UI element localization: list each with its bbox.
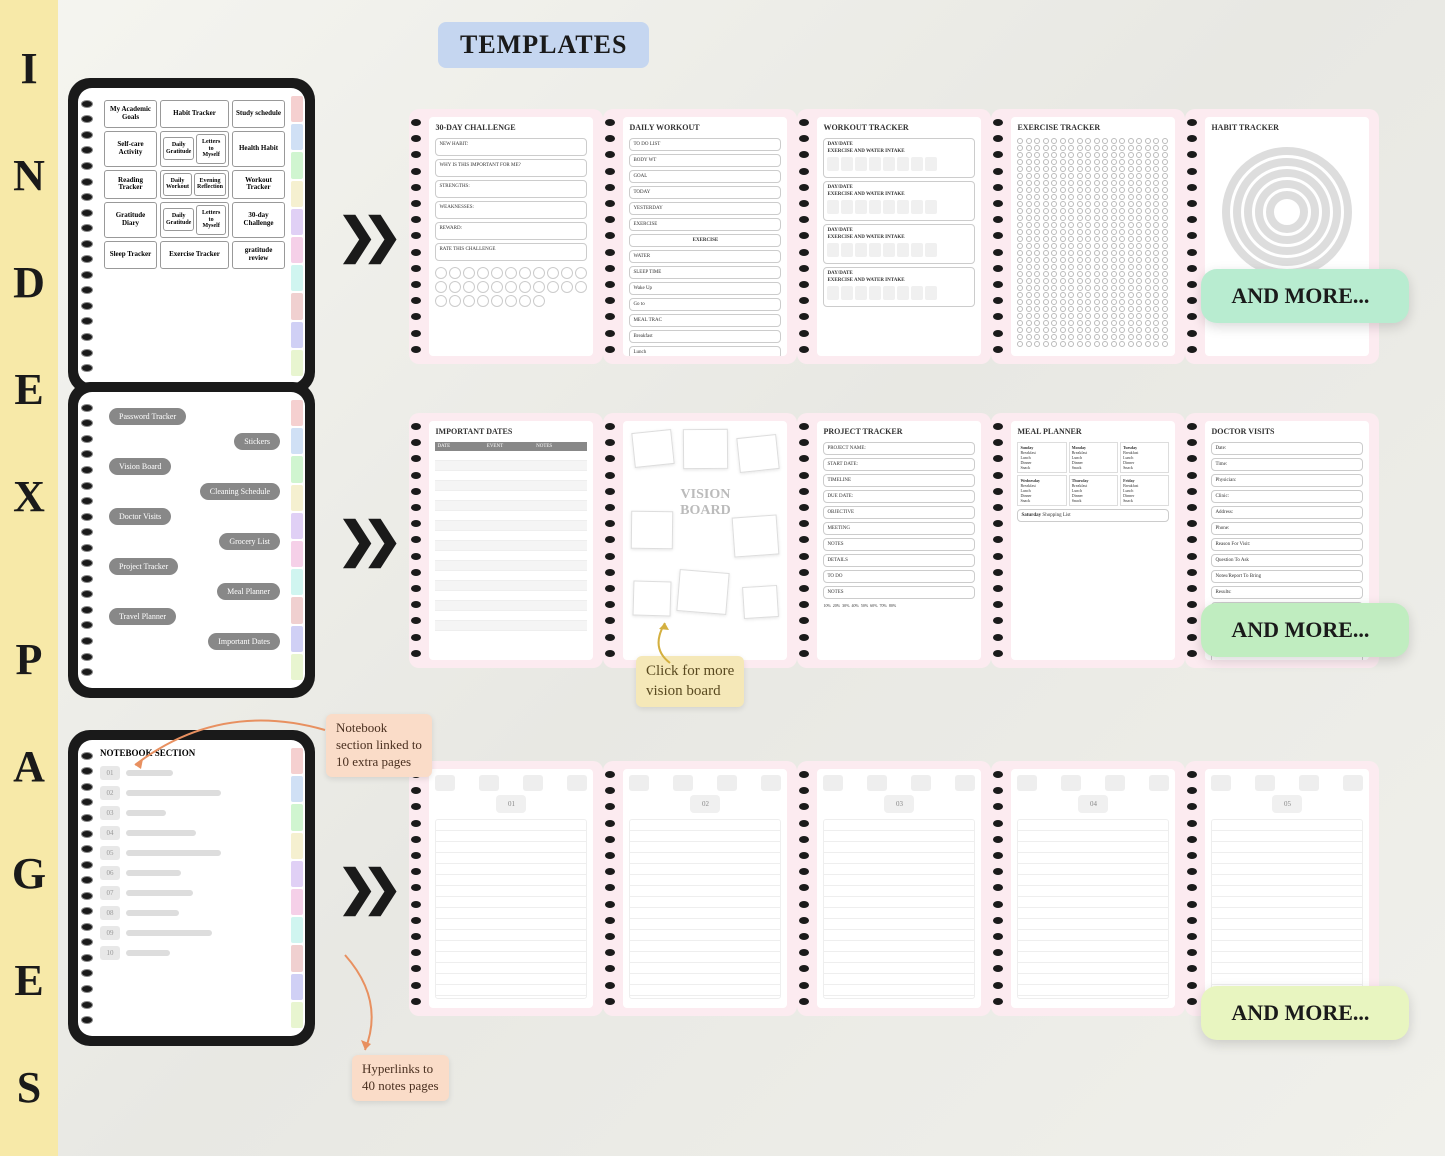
thumbnails-row-2: IMPORTANT DATESDATEEVENTNOTESVISIONBOARD… xyxy=(409,413,1379,668)
puzzle-piece[interactable]: My Academic Goals xyxy=(104,100,157,128)
note-row[interactable]: 07 xyxy=(100,886,289,900)
puzzle-piece[interactable]: Self-care Activity xyxy=(104,131,157,167)
template-thumb[interactable]: 03 xyxy=(797,761,991,1016)
templates-badge: TEMPLATES xyxy=(438,22,649,68)
list-pill[interactable]: Stickers xyxy=(234,433,280,450)
note-row[interactable]: 10 xyxy=(100,946,289,960)
template-thumb[interactable]: HABIT TRACKER xyxy=(1185,109,1379,364)
template-thumb[interactable]: 01 xyxy=(409,761,603,1016)
thumbnails-row-1: 30-DAY CHALLENGENEW HABIT:WHY IS THIS IM… xyxy=(409,109,1379,364)
puzzle-piece[interactable]: gratitude review xyxy=(232,241,285,269)
thumbnails-row-3: 0102030405AND MORE... xyxy=(409,761,1379,1016)
list-pill[interactable]: Vision Board xyxy=(109,458,171,475)
notebook-section-title: NOTEBOOK SECTION xyxy=(100,748,289,758)
puzzle-piece[interactable]: Exercise Tracker xyxy=(160,241,229,269)
note-row[interactable]: 05 xyxy=(100,846,289,860)
callout-notebook: Notebooksection linked to10 extra pages xyxy=(326,714,432,777)
and-more-badge: AND MORE... xyxy=(1201,986,1409,1040)
puzzle-piece[interactable]: Study schedule xyxy=(232,100,285,128)
puzzle-piece[interactable]: Gratitude Diary xyxy=(104,202,157,238)
spiral-binding xyxy=(81,748,95,1028)
template-thumb[interactable]: PROJECT TRACKERPROJECT NAME:START DATE:T… xyxy=(797,413,991,668)
puzzle-piece[interactable]: Workout Tracker xyxy=(232,170,285,199)
puzzle-index: My Academic GoalsHabit TrackerStudy sche… xyxy=(100,96,289,273)
list-pill[interactable]: Password Tracker xyxy=(109,408,186,425)
note-row[interactable]: 09 xyxy=(100,926,289,940)
and-more-badge: AND MORE... xyxy=(1201,603,1409,657)
list-index: Password Tracker Stickers Vision Board Clea… xyxy=(100,400,289,658)
template-thumb[interactable]: 04 xyxy=(991,761,1185,1016)
note-row[interactable]: 02 xyxy=(100,786,289,800)
puzzle-piece[interactable]: Health Habit xyxy=(232,131,285,167)
puzzle-piece[interactable]: Sleep Tracker xyxy=(104,241,157,269)
note-row[interactable]: 01 xyxy=(100,766,289,780)
row-3: NOTEBOOK SECTION 01020304050607080910 ❯❯… xyxy=(68,730,1379,1046)
row-2: Password Tracker Stickers Vision Board Clea… xyxy=(68,382,1379,698)
notebook-rows: 01 02 03 04 05 06 07 08 09 10 xyxy=(100,766,289,960)
list-pill[interactable]: Grocery List xyxy=(219,533,280,550)
puzzle-piece[interactable]: Reading Tracker xyxy=(104,170,157,199)
template-thumb[interactable]: 05 xyxy=(1185,761,1379,1016)
puzzle-piece[interactable]: Habit Tracker xyxy=(160,100,229,128)
tablet-index-1: My Academic GoalsHabit TrackerStudy sche… xyxy=(68,78,315,394)
callout-vision-board: Click for morevision board xyxy=(636,656,744,707)
side-tabs xyxy=(291,400,303,680)
tablet-index-2: Password Tracker Stickers Vision Board Clea… xyxy=(68,382,315,698)
template-thumb[interactable]: MEAL PLANNERSundayBreakfastLunchDinnerSn… xyxy=(991,413,1185,668)
arrow-icon: ❯❯ xyxy=(337,512,387,568)
list-pill[interactable]: Cleaning Schedule xyxy=(200,483,280,500)
template-thumb[interactable]: EXERCISE TRACKER xyxy=(991,109,1185,364)
template-thumb[interactable]: 02 xyxy=(603,761,797,1016)
spiral-binding xyxy=(81,96,95,376)
list-pill[interactable]: Doctor Visits xyxy=(109,508,171,525)
template-thumb[interactable]: IMPORTANT DATESDATEEVENTNOTES xyxy=(409,413,603,668)
side-title-bar: INDEX PAGES xyxy=(0,0,58,1156)
puzzle-piece[interactable]: Daily GratitudeLetters to Myself xyxy=(160,202,229,238)
list-pill[interactable]: Important Dates xyxy=(208,633,280,650)
callout-hyperlinks: Hyperlinks to40 notes pages xyxy=(352,1055,449,1101)
list-pill[interactable]: Project Tracker xyxy=(109,558,178,575)
puzzle-piece[interactable]: Daily WorkoutEvening Reflection xyxy=(160,170,229,199)
template-thumb[interactable]: DAILY WORKOUTTO DO LISTBODY WTGOALTODAYY… xyxy=(603,109,797,364)
template-thumb[interactable]: 30-DAY CHALLENGENEW HABIT:WHY IS THIS IM… xyxy=(409,109,603,364)
template-thumb[interactable]: WORKOUT TRACKERDAY/DATEEXERCISE AND WATE… xyxy=(797,109,991,364)
spiral-binding xyxy=(81,400,95,680)
arrow-icon: ❯❯ xyxy=(337,860,387,916)
note-row[interactable]: 04 xyxy=(100,826,289,840)
side-tabs xyxy=(291,96,303,376)
note-row[interactable]: 03 xyxy=(100,806,289,820)
template-thumb[interactable]: VISIONBOARD xyxy=(603,413,797,668)
arrow-icon: ❯❯ xyxy=(337,208,387,264)
list-pill[interactable]: Meal Planner xyxy=(217,583,280,600)
note-row[interactable]: 06 xyxy=(100,866,289,880)
list-pill[interactable]: Travel Planner xyxy=(109,608,176,625)
row-1: My Academic GoalsHabit TrackerStudy sche… xyxy=(68,78,1379,394)
puzzle-piece[interactable]: 30-day Challenge xyxy=(232,202,285,238)
and-more-badge: AND MORE... xyxy=(1201,269,1409,323)
tablet-index-3: NOTEBOOK SECTION 01 02 03 04 05 06 07 08 09 10 xyxy=(68,730,315,1046)
puzzle-piece[interactable]: Daily GratitudeLetters to Myself xyxy=(160,131,229,167)
note-row[interactable]: 08 xyxy=(100,906,289,920)
side-tabs xyxy=(291,748,303,1028)
